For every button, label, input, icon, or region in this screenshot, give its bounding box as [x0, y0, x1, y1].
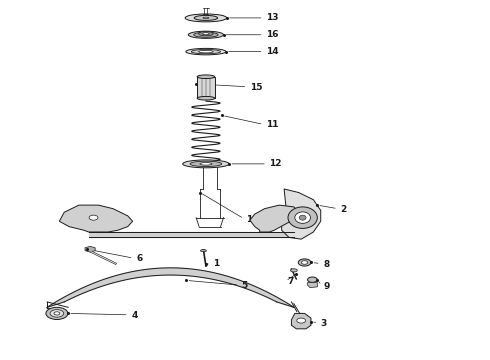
Text: 12: 12 [270, 159, 282, 168]
Ellipse shape [183, 160, 229, 168]
Text: 1: 1 [213, 260, 220, 269]
Ellipse shape [188, 31, 223, 39]
Polygon shape [292, 314, 311, 329]
Text: 13: 13 [266, 13, 278, 22]
Ellipse shape [185, 14, 227, 22]
Polygon shape [282, 189, 321, 239]
Ellipse shape [186, 48, 226, 55]
Polygon shape [308, 283, 318, 288]
Polygon shape [47, 268, 294, 307]
Circle shape [295, 212, 311, 224]
Text: 15: 15 [250, 83, 262, 92]
Ellipse shape [297, 318, 306, 323]
Ellipse shape [198, 50, 213, 53]
Text: 10: 10 [246, 215, 259, 224]
FancyBboxPatch shape [197, 77, 215, 98]
Ellipse shape [191, 49, 220, 54]
Ellipse shape [298, 259, 311, 266]
Ellipse shape [203, 17, 209, 19]
Text: 6: 6 [136, 255, 142, 264]
Ellipse shape [50, 310, 64, 317]
Text: 14: 14 [266, 47, 279, 56]
Polygon shape [85, 246, 95, 252]
Circle shape [299, 215, 306, 220]
Ellipse shape [200, 249, 206, 252]
Text: 7: 7 [288, 277, 294, 286]
Text: 16: 16 [266, 30, 278, 39]
Ellipse shape [308, 277, 318, 282]
Text: 5: 5 [242, 281, 248, 290]
Ellipse shape [54, 312, 60, 315]
Ellipse shape [197, 75, 215, 78]
Ellipse shape [301, 261, 308, 264]
Ellipse shape [194, 32, 218, 37]
Text: 8: 8 [323, 260, 329, 269]
Text: 3: 3 [321, 319, 327, 328]
Polygon shape [59, 205, 133, 232]
Ellipse shape [46, 307, 68, 319]
Polygon shape [250, 205, 299, 232]
Text: 9: 9 [324, 282, 330, 291]
Text: 11: 11 [266, 120, 278, 129]
Text: 2: 2 [340, 205, 346, 214]
Ellipse shape [200, 163, 212, 165]
Ellipse shape [194, 15, 218, 21]
Ellipse shape [197, 96, 215, 100]
Ellipse shape [203, 33, 209, 35]
Ellipse shape [291, 269, 297, 272]
Circle shape [288, 207, 318, 228]
Text: 4: 4 [131, 311, 138, 320]
Ellipse shape [198, 32, 213, 36]
Ellipse shape [190, 161, 222, 167]
Ellipse shape [89, 215, 98, 220]
